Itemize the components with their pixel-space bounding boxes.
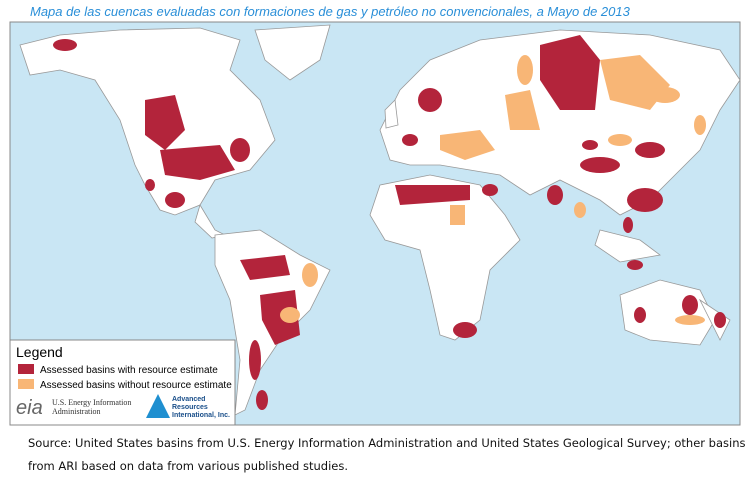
eia-name-box: U.S. Energy Information Administration: [52, 398, 132, 416]
source-line: from ARI based on data from various publ…: [28, 459, 348, 473]
source-line: Source: United States basins from U.S. E…: [28, 436, 746, 450]
map-title: Mapa de las cuencas evaluadas con formac…: [30, 4, 630, 19]
assessed-basins-orange: [280, 55, 706, 325]
legend-label: Assessed basins with resource estimate: [40, 365, 218, 376]
legend-title: Legend: [16, 344, 63, 360]
legend: Legend Assessed basins with resource est…: [9, 339, 236, 426]
assessed-basins-red: [53, 35, 726, 410]
eia-logo: eia: [16, 397, 43, 419]
legend-swatch: [18, 364, 34, 374]
ari-name-box: Advanced Resources International, Inc.: [172, 396, 230, 419]
legend-box: [9, 339, 236, 426]
legend-swatch: [18, 379, 34, 389]
ari-icon: [146, 394, 170, 418]
ari-name: Advanced Resources International, Inc.: [172, 396, 230, 419]
legend-label: Assessed basins without resource estimat…: [40, 380, 232, 391]
eia-name: U.S. Energy Information Administration: [52, 398, 132, 416]
world-map: Legend Assessed basins with resource est…: [9, 21, 741, 426]
